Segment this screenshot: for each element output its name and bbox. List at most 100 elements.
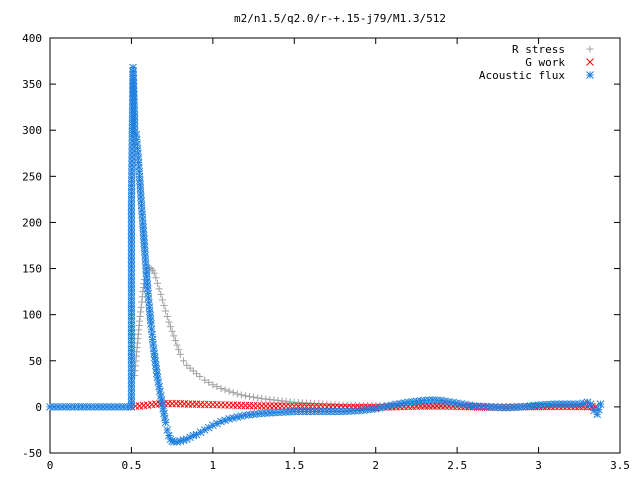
data-point [153, 373, 162, 382]
data-point [229, 389, 237, 397]
legend-label: G work [525, 56, 565, 69]
x-tick-label: 0.5 [121, 459, 141, 472]
data-point [213, 383, 221, 391]
data-point [506, 403, 514, 412]
data-point [237, 401, 246, 410]
data-point [138, 298, 146, 306]
data-point [213, 400, 221, 409]
data-point [221, 401, 229, 409]
data-point [217, 384, 225, 392]
data-point [150, 269, 158, 277]
data-point [254, 394, 262, 402]
legend-label: R stress [512, 43, 565, 56]
data-point [453, 399, 461, 408]
data-point [249, 401, 258, 410]
data-point [225, 387, 233, 395]
x-tick-label: 1 [210, 459, 217, 472]
data-point [136, 184, 145, 193]
data-point [270, 402, 278, 410]
axes: 0 0.5 1 1.5 2 2.5 3 3.5 -50 0 50 100 150 200 250 300 350… [22, 32, 630, 472]
data-point [225, 401, 233, 409]
data-point [155, 382, 163, 391]
chart-title: m2/n1.5/q2.0/r-+.15-j79/M1.3/512 [234, 12, 446, 25]
data-point [209, 400, 217, 409]
y-tick-label: 400 [22, 32, 42, 45]
data-point [457, 400, 466, 408]
series-r-stress [131, 264, 600, 411]
data-point [151, 357, 160, 366]
data-point [152, 274, 160, 282]
data-point [217, 400, 225, 409]
legend-marker [586, 45, 594, 53]
data-point [229, 414, 238, 422]
data-point [168, 399, 176, 408]
data-point [586, 400, 595, 408]
legend-label: Acoustic flux [479, 69, 565, 82]
data-point [163, 313, 171, 321]
x-tick-label: 2.5 [447, 459, 467, 472]
data-point [160, 301, 168, 309]
data-point [137, 303, 145, 311]
data-point [137, 308, 145, 316]
data-point [217, 417, 225, 426]
data-point [167, 323, 175, 331]
data-point [257, 402, 266, 410]
data-point [201, 376, 209, 384]
data-point [246, 393, 253, 401]
data-point [209, 381, 217, 389]
data-point [173, 341, 181, 349]
data-point [154, 378, 163, 386]
data-point [396, 399, 404, 408]
data-point [172, 399, 181, 408]
data-point [162, 307, 170, 315]
y-tick-label: 0 [35, 401, 42, 414]
x-tick-label: 3 [535, 459, 542, 472]
x-tick-label: 0 [47, 459, 54, 472]
legend-marker [586, 71, 594, 79]
data-point [204, 400, 213, 409]
data-point [170, 332, 178, 340]
data-point [136, 317, 144, 325]
data-point [156, 387, 164, 396]
data-point [237, 391, 245, 399]
data-point [129, 87, 138, 96]
data-point [229, 401, 238, 410]
data-point [253, 401, 262, 410]
data-point [233, 401, 242, 410]
data-point [163, 426, 172, 434]
data-point [200, 400, 209, 409]
y-tick-label: 50 [29, 355, 42, 368]
data-point [180, 357, 188, 365]
data-point [245, 401, 254, 410]
plot-frame [49, 37, 621, 454]
y-tick-label: 100 [22, 309, 42, 322]
data-point [139, 284, 147, 292]
y-tick-label: 300 [22, 124, 42, 137]
data-point [155, 285, 163, 293]
x-tick-label: 2 [372, 459, 379, 472]
legend-marker [586, 58, 594, 66]
data-point [266, 402, 274, 410]
data-point [184, 400, 193, 408]
data-point [168, 327, 176, 335]
data-point [159, 404, 168, 413]
data-point [241, 392, 249, 400]
data-point [165, 318, 173, 326]
series-layer [46, 63, 605, 446]
data-point [171, 336, 179, 344]
data-point [158, 296, 166, 304]
series-acoustic-flux [46, 63, 605, 446]
data-point [596, 400, 605, 408]
y-tick-label: 200 [22, 216, 42, 229]
data-point [152, 365, 161, 374]
data-point [153, 279, 161, 287]
data-point [161, 418, 170, 427]
data-point [250, 393, 258, 401]
data-point [375, 403, 384, 412]
data-point [221, 386, 229, 394]
y-tick-label: 150 [22, 263, 42, 276]
x-tick-label: 1.5 [284, 459, 304, 472]
y-tick-label: -50 [22, 447, 42, 460]
